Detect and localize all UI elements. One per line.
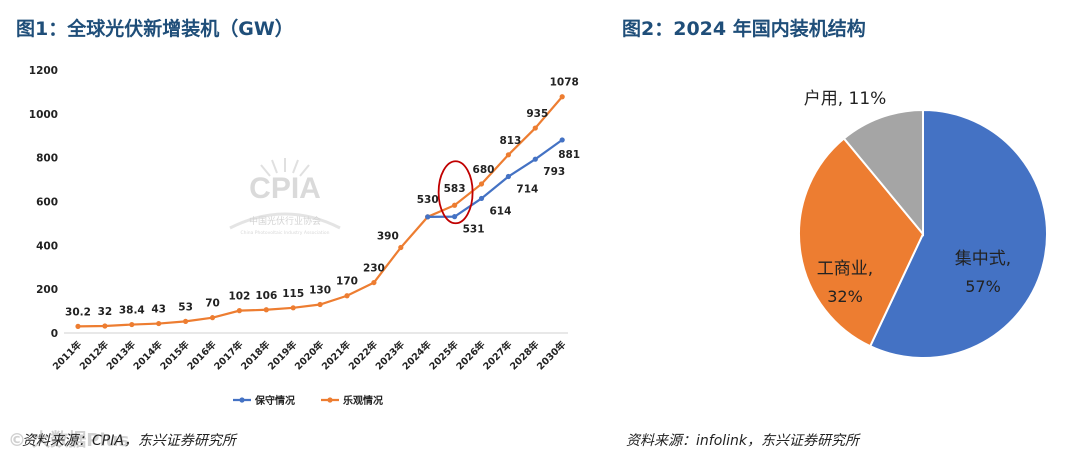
data-label-optimistic: 43 [151, 304, 166, 316]
pie-label: 集中式, [955, 249, 1011, 269]
legend: 保守情况 乐观情况 [233, 394, 383, 407]
data-point [156, 320, 162, 327]
pie-slice [842, 108, 924, 237]
sun-rays-icon [260, 158, 310, 177]
data-label-optimistic: 530 [417, 194, 439, 206]
data-label-optimistic: 813 [499, 135, 521, 147]
data-point [75, 323, 81, 329]
line-chart: 0200400600800100012002011年2012年2013年2014… [29, 65, 580, 407]
y-tick-label: 200 [36, 284, 58, 296]
data-point [532, 125, 538, 131]
legend-label: 乐观情况 [343, 394, 383, 407]
data-label-conservative: 881 [558, 149, 580, 161]
figure2-source: 资料来源：infolink，东兴证券研究所 [626, 433, 860, 449]
data-label-optimistic: 106 [255, 290, 277, 302]
y-tick-label: 1200 [29, 65, 58, 77]
data-point [478, 181, 485, 187]
legend-swatch-marker [239, 397, 245, 403]
data-point [505, 173, 511, 180]
corner-watermark: © 大数据Plus [8, 429, 129, 451]
data-label-optimistic: 130 [309, 285, 331, 297]
pie-label-pct: 57% [965, 277, 1001, 296]
data-label-optimistic: 70 [205, 298, 220, 310]
data-point [478, 195, 485, 202]
data-point [559, 137, 565, 143]
data-label-optimistic: 935 [526, 108, 548, 120]
data-label-optimistic: 53 [178, 301, 193, 313]
pie-slice [868, 108, 1048, 359]
data-label-optimistic: 38.4 [119, 305, 145, 317]
cpia-org-en: China Photovoltaic Industry Association [240, 230, 329, 236]
data-point [263, 307, 269, 313]
data-label-conservative: 531 [463, 224, 485, 236]
data-label-optimistic: 390 [377, 231, 399, 243]
y-tick-label: 800 [36, 153, 58, 165]
figure1-source: 资料来源：CPIA，东兴证券研究所 [22, 433, 236, 449]
data-label-optimistic: 680 [473, 164, 495, 176]
pie-label-pct: 32% [827, 287, 863, 306]
data-label-conservative: 793 [543, 166, 565, 178]
y-tick-label: 0 [51, 328, 58, 340]
data-point [290, 305, 296, 311]
y-tick-label: 600 [36, 197, 58, 209]
data-point [317, 301, 323, 308]
pie-label: 工商业, [817, 259, 873, 279]
y-tick-label: 400 [36, 240, 58, 252]
data-point [505, 152, 511, 158]
figure1-title: 图1：全球光伏新增装机（GW） [16, 18, 294, 40]
data-point [236, 308, 242, 314]
cpia-logo-text: CPIA [249, 172, 321, 205]
data-label-optimistic: 115 [282, 288, 304, 300]
data-label-optimistic: 230 [363, 263, 385, 275]
data-point [452, 214, 458, 220]
data-point [209, 315, 216, 321]
data-point [559, 94, 565, 100]
data-label-optimistic: 30.2 [65, 306, 91, 318]
data-label-conservative: 714 [516, 184, 538, 196]
data-point [129, 321, 135, 328]
data-point [532, 156, 538, 162]
data-label-optimistic: 170 [336, 276, 358, 288]
series-line-conservative [427, 139, 563, 218]
figure2-title: 图2：2024 年国内装机结构 [622, 18, 866, 40]
legend-swatch-marker [327, 397, 333, 403]
data-label-optimistic: 1078 [550, 77, 579, 89]
data-label-optimistic: 32 [98, 306, 113, 318]
data-point [371, 279, 377, 286]
data-point [183, 318, 189, 324]
data-point [452, 202, 458, 208]
pie-label: 户用, 11% [804, 89, 887, 109]
data-point [425, 214, 431, 220]
data-label-optimistic: 102 [228, 291, 250, 303]
x-tick-label: 2030年 [534, 338, 568, 372]
legend-label: 保守情况 [254, 394, 295, 407]
cpia-org-cn: 中国光伏行业协会 [249, 215, 321, 227]
data-point [398, 244, 404, 251]
cpia-swoosh [229, 212, 341, 230]
highlight-circle [437, 160, 474, 225]
y-tick-label: 1000 [29, 109, 58, 121]
cpia-watermark: CPIA 中国光伏行业协会 China Photovoltaic Industr… [229, 158, 341, 236]
pie-chart: 集中式, 57% 工商业, 32% 户用, 11% [798, 89, 1048, 359]
pie-slice [798, 137, 925, 348]
data-point [102, 323, 108, 329]
data-label-optimistic: 583 [444, 183, 466, 195]
data-label-conservative: 614 [490, 205, 512, 217]
data-point [344, 293, 350, 299]
